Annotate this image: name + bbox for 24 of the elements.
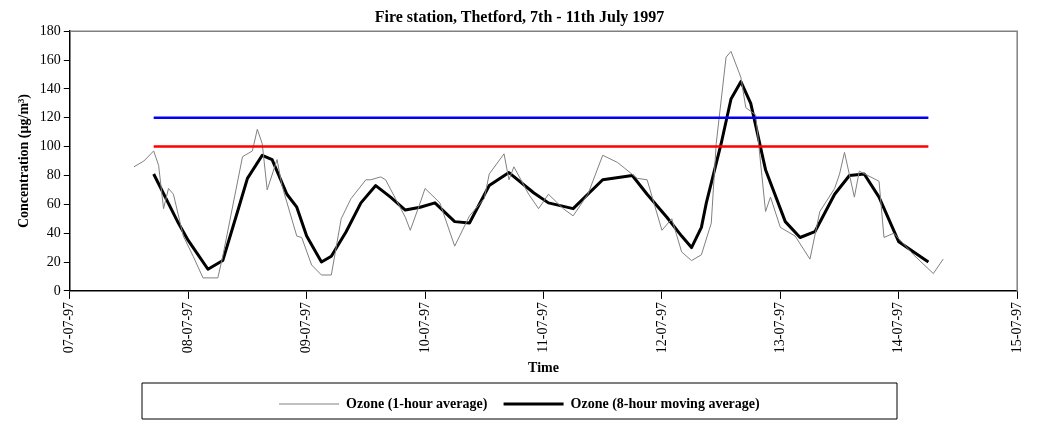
chart-title: Fire station, Thetford, 7th - 11th July 1997 <box>374 7 665 26</box>
legend-label: Ozone (1-hour average) <box>346 395 488 412</box>
legend-label: Ozone (8-hour moving average) <box>570 395 761 412</box>
y-tick-label: 180 <box>39 22 61 38</box>
x-tick-label: 13-07-97 <box>772 301 788 354</box>
y-tick-label: 160 <box>39 51 61 67</box>
y-tick-label: 140 <box>39 80 61 96</box>
x-tick-label: 12-07-97 <box>653 301 669 354</box>
y-tick-label: 80 <box>46 167 61 183</box>
x-axis-title: Time <box>528 360 559 376</box>
x-tick-label: 10-07-97 <box>416 301 432 354</box>
y-tick-label: 120 <box>39 109 61 125</box>
y-tick-label: 100 <box>39 138 61 154</box>
x-tick-label: 14-07-97 <box>890 301 906 354</box>
x-tick-label: 11-07-97 <box>535 301 551 353</box>
x-tick-label: 08-07-97 <box>179 301 195 354</box>
y-axis-title: Concentration (µg/m³) <box>16 93 33 229</box>
x-tick-label: 15-07-97 <box>1008 301 1024 354</box>
y-tick-label: 0 <box>53 282 61 298</box>
y-tick-label: 60 <box>46 195 61 211</box>
y-tick-label: 40 <box>46 224 61 240</box>
x-tick-label: 07-07-97 <box>61 301 77 354</box>
y-tick-label: 20 <box>46 253 61 269</box>
x-tick-label: 09-07-97 <box>298 301 314 354</box>
